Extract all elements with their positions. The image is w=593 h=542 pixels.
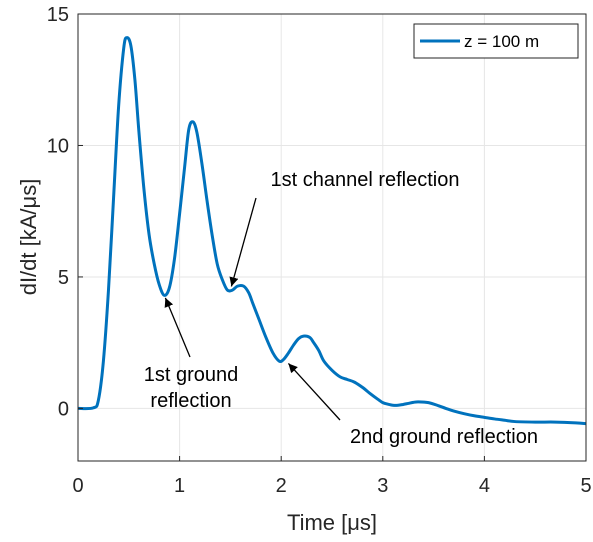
y-tick-label: 15	[47, 4, 69, 26]
annotation-text: 2nd ground reflection	[350, 426, 538, 448]
x-axis-label: Time [μs]	[287, 510, 377, 535]
x-axis-ticks: 0 1 2 3 4 5	[72, 456, 592, 497]
series-line	[77, 36, 587, 426]
annotation-text: reflection	[150, 390, 231, 412]
y-axis-ticks: 0 5 10 15	[47, 4, 83, 420]
plot-area	[77, 36, 587, 426]
annotation-arrow	[229, 197, 257, 287]
x-tick-label: 0	[72, 475, 83, 497]
plot-background	[78, 14, 586, 461]
annotation-text: 1st channel reflection	[270, 169, 459, 191]
y-tick-label: 0	[58, 398, 69, 420]
annotations: 1st channel reflection 1st ground reflecti…	[144, 169, 538, 448]
x-tick-label: 5	[580, 475, 591, 497]
x-tick-label: 2	[276, 475, 287, 497]
annotation: 1st channel reflection	[229, 169, 460, 287]
y-axis-label: dI/dt [kA/μs]	[16, 179, 41, 296]
x-tick-label: 1	[174, 475, 185, 497]
plot-frame	[77, 13, 587, 462]
annotation: 1st ground reflection	[144, 297, 239, 412]
annotation-arrow	[287, 363, 341, 421]
annotation: 2nd ground reflection	[287, 363, 538, 448]
annotation-text: 1st ground	[144, 364, 239, 386]
legend: z = 100 m	[413, 23, 579, 59]
x-tick-label: 4	[479, 475, 490, 497]
annotation-arrow	[164, 297, 191, 358]
legend-label: z = 100 m	[464, 32, 539, 51]
y-tick-label: 5	[58, 267, 69, 289]
x-tick-label: 3	[377, 475, 388, 497]
y-tick-label: 10	[47, 135, 69, 157]
